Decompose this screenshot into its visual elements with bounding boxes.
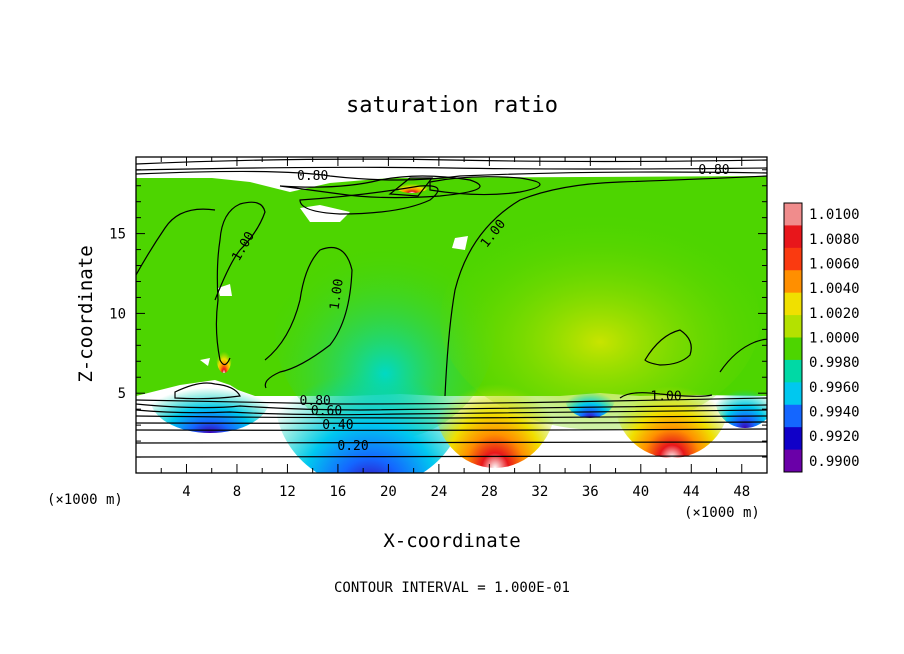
colorbar-segment — [784, 292, 802, 316]
colorbar-label: 0.9980 — [809, 355, 860, 371]
colorbar-segment — [784, 427, 802, 451]
colorbar-segment — [784, 404, 802, 428]
field-white-patch-2 — [452, 236, 468, 250]
y-tick-label: 5 — [118, 386, 126, 402]
contour-line — [388, 177, 434, 197]
colorbar-segment — [784, 225, 802, 249]
chart-title: saturation ratio — [346, 93, 558, 118]
colorbar-segment — [784, 382, 802, 406]
contour-label: 0.80 — [300, 394, 331, 409]
colorbar-segment — [784, 337, 802, 361]
contour-line — [444, 175, 767, 397]
contour-band — [136, 455, 767, 458]
x-tick-label: 40 — [632, 484, 649, 500]
contour-band — [279, 175, 481, 199]
colorbar-segment — [784, 203, 802, 226]
field-red-high-region-2 — [614, 338, 730, 458]
contour-band — [136, 421, 767, 424]
x-tick-label: 24 — [430, 484, 447, 500]
contour-band — [429, 176, 541, 196]
field-red-high-region-3 — [216, 337, 232, 373]
x-unit-note: (×1000 m) — [684, 505, 760, 521]
contour-label: 1.00 — [328, 278, 347, 311]
y-axis-label: Z-coordinate — [75, 245, 97, 382]
contour-line — [136, 208, 216, 276]
contour-band — [136, 397, 767, 405]
contour-label-group: 0.80 0.801.001.001.001.000.800.600.400.20 — [229, 163, 729, 454]
contour-band — [299, 185, 439, 215]
x-tick-label: 20 — [380, 484, 397, 500]
colorbar-label: 1.0020 — [809, 306, 860, 322]
contour-band — [136, 170, 767, 181]
x-tick-label: 36 — [582, 484, 599, 500]
contour-label: 0.80 — [297, 169, 328, 184]
contour-line — [619, 392, 713, 399]
contour-label: 0.20 — [337, 439, 368, 454]
contour-label: 0.40 — [322, 418, 353, 433]
contour-label: 0.80 — [698, 163, 729, 178]
colorbar-label: 1.0040 — [809, 281, 860, 297]
colorbar: 1.0100 1.0080 1.0060 1.0040 1.0020 1.0000 0.99… — [783, 202, 860, 473]
colorbar-label: 1.0000 — [809, 331, 860, 347]
contour-line — [644, 329, 692, 366]
y-unit-note: (×1000 m) — [47, 492, 123, 508]
colorbar-segment — [784, 359, 802, 383]
plot-frame — [135, 156, 768, 474]
field-blue-low-region-4 — [565, 378, 615, 418]
contour-line — [214, 201, 266, 366]
contour-band — [174, 382, 241, 400]
colorbar-label: 1.0100 — [809, 207, 860, 223]
contour-band — [136, 415, 767, 419]
x-axis-label: X-coordinate — [383, 530, 520, 552]
colorbar-segment — [784, 315, 802, 338]
field-blue-low-region — [275, 308, 465, 473]
x-tick-label: 8 — [233, 484, 241, 500]
x-tick-label: 32 — [531, 484, 548, 500]
x-tick-label: 48 — [733, 484, 750, 500]
colorbar-label: 0.9900 — [809, 454, 860, 470]
contour-band — [136, 441, 767, 444]
contour-band — [136, 158, 767, 165]
field-white-patch-4 — [200, 358, 210, 366]
y-tick-label: 15 — [109, 227, 126, 243]
colorbar-segment — [784, 270, 802, 294]
colorbar-label: 1.0060 — [809, 257, 860, 273]
field-red-high-region — [433, 328, 557, 468]
x-axis: 4 8 12 16 20 24 28 32 36 40 44 48 — [160, 157, 750, 500]
contour-band — [136, 428, 767, 431]
colorbar-label: 1.0080 — [809, 232, 860, 248]
colorbar-label: 0.9960 — [809, 380, 860, 396]
contour-label: 1.00 — [650, 389, 681, 404]
x-tick-label: 12 — [279, 484, 296, 500]
contour-band — [136, 409, 767, 416]
field-white-patch — [300, 205, 350, 222]
colorbar-segment — [784, 449, 802, 473]
x-tick-label: 4 — [182, 484, 190, 500]
contour-line — [719, 338, 767, 373]
y-tick-label: 10 — [109, 306, 126, 322]
field-white-patch-3 — [218, 284, 232, 296]
colorbar-label: 0.9940 — [809, 404, 860, 420]
contour-line — [264, 246, 353, 389]
contour-label: 0.60 — [311, 404, 342, 419]
y-axis: 5 10 15 — [109, 169, 767, 458]
plot-area: 0.80 0.801.001.001.001.000.800.600.400.20 — [136, 157, 767, 473]
x-tick-label: 28 — [481, 484, 498, 500]
contour-band — [136, 403, 767, 411]
contour-interval-note: CONTOUR INTERVAL = 1.000E-01 — [334, 580, 570, 596]
colorbar-label: 0.9920 — [809, 429, 860, 445]
x-tick-label: 16 — [329, 484, 346, 500]
x-tick-label: 44 — [683, 484, 700, 500]
colorbar-segment — [784, 247, 802, 271]
contour-band — [136, 166, 767, 171]
colorbar-frame — [783, 202, 803, 473]
